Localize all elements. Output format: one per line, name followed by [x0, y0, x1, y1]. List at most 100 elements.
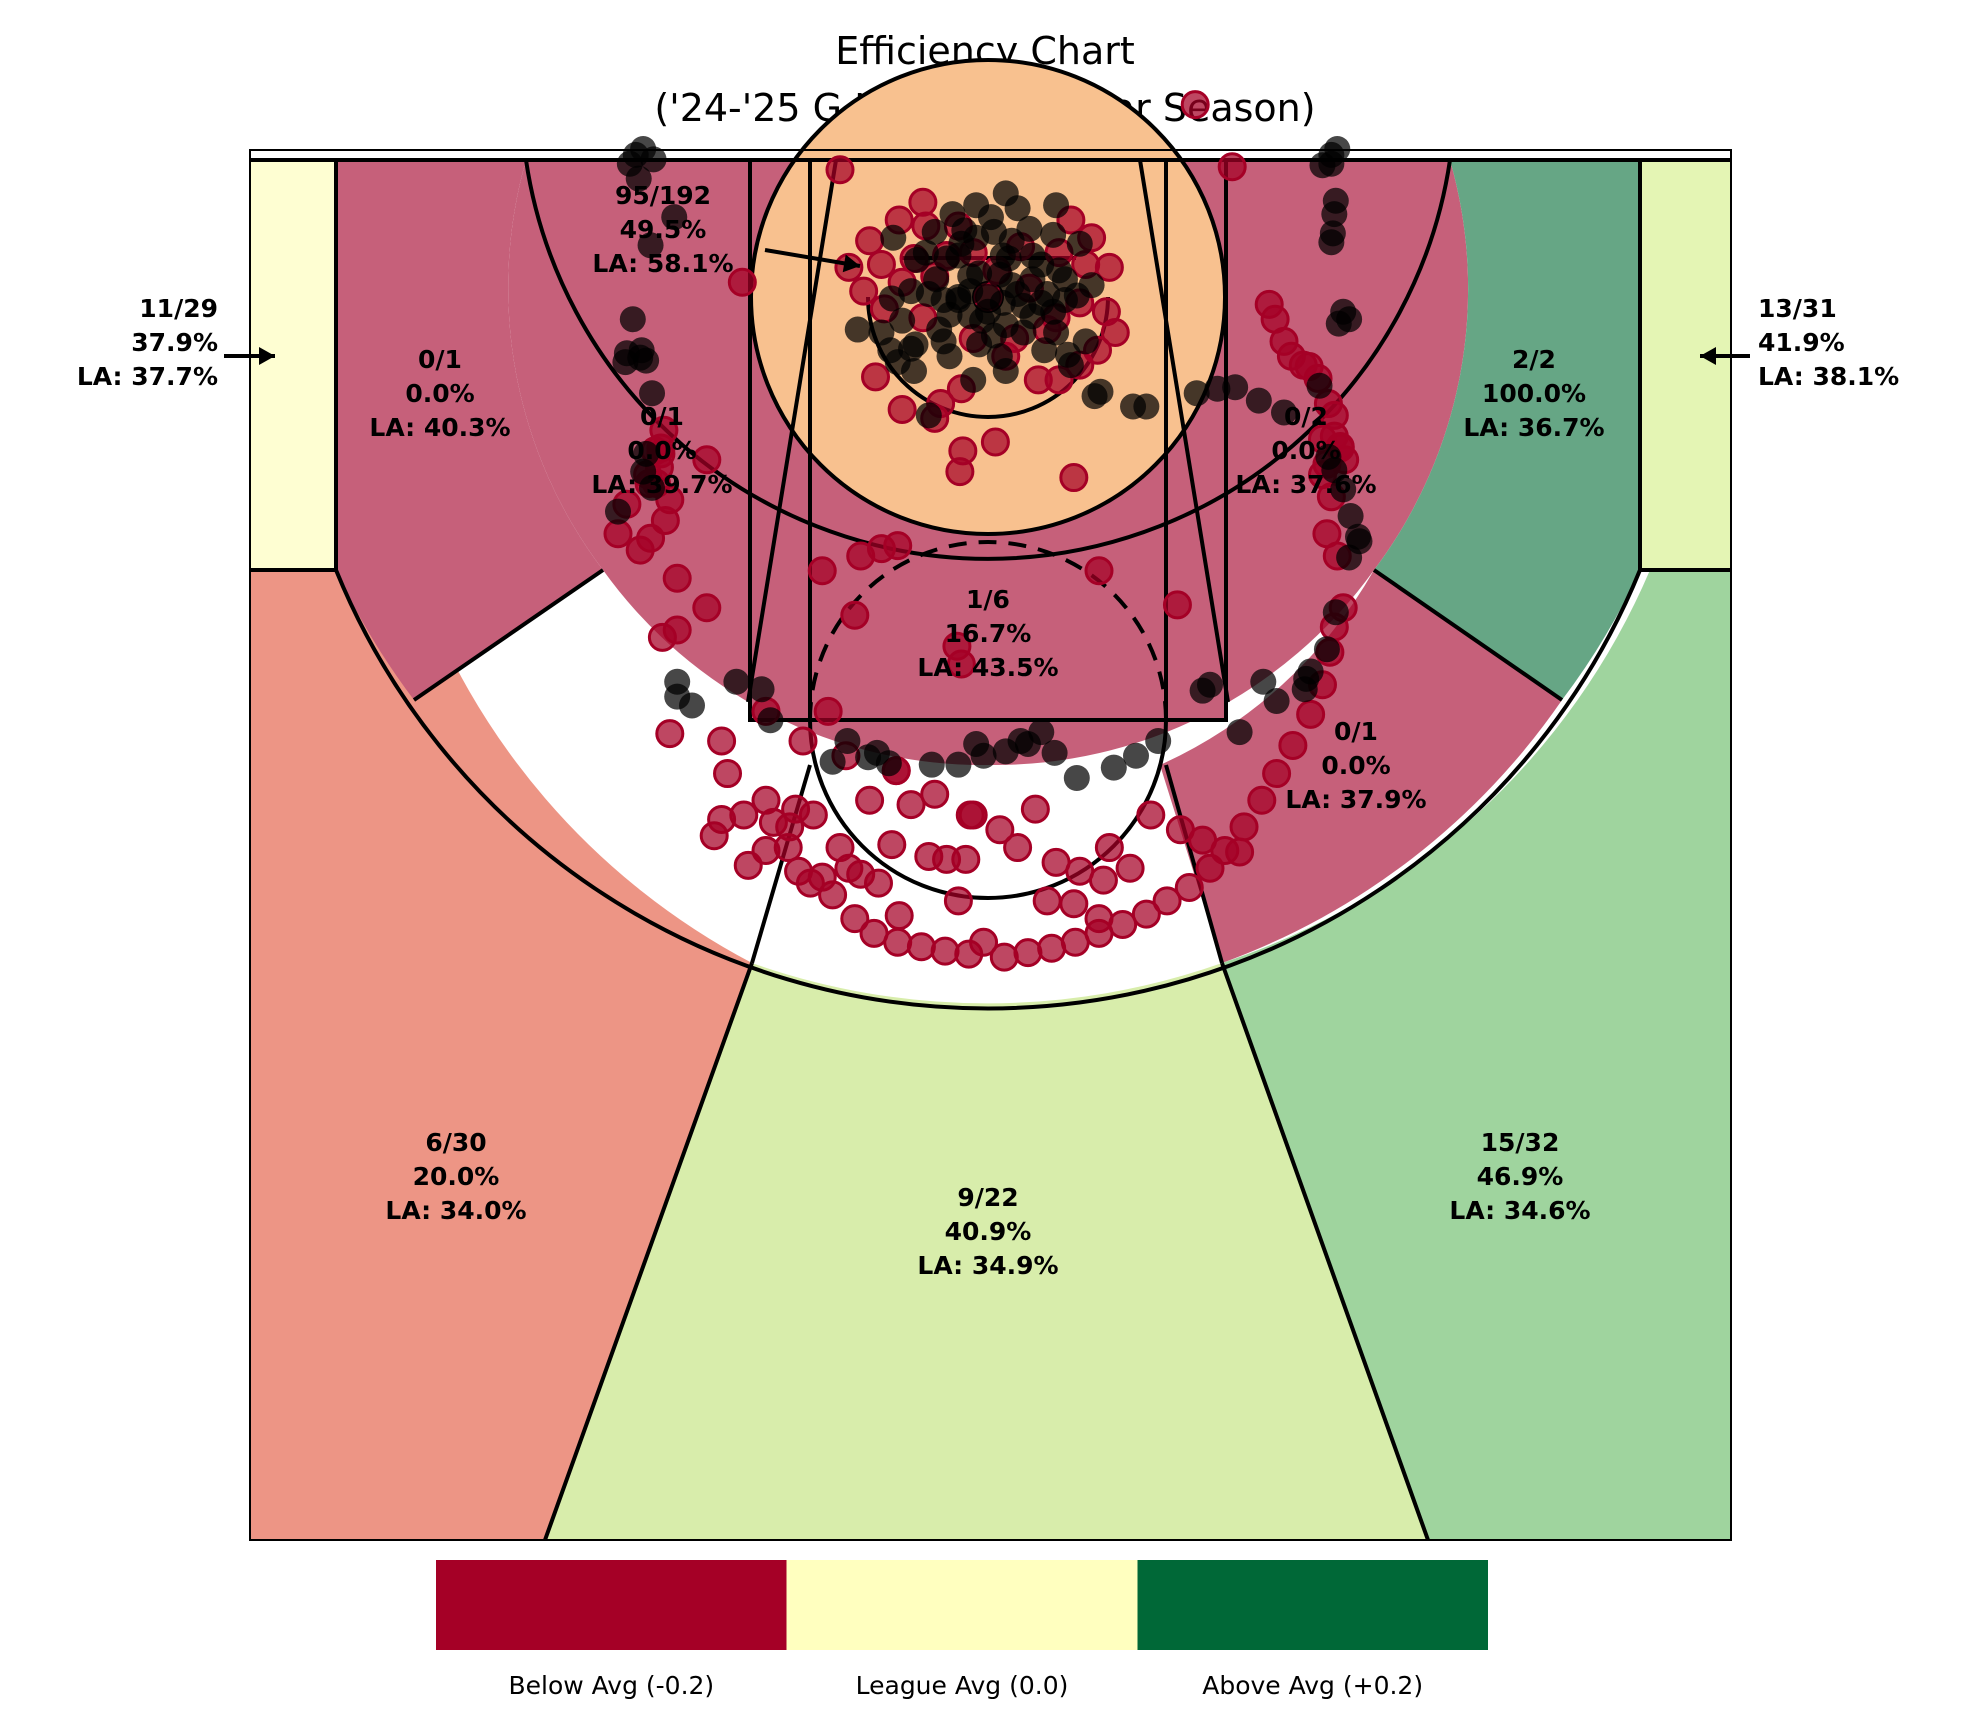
court-lines [249, 58, 1732, 1541]
shot-made [1040, 221, 1067, 248]
shot-missed [887, 394, 917, 424]
shot-made [930, 328, 957, 355]
zone-label-top-3: 9/22 [957, 1183, 1018, 1212]
shot-made [966, 260, 993, 287]
shot-made [1072, 328, 1099, 355]
shot-made [992, 180, 1019, 207]
zone-left-corner-3 [250, 160, 336, 570]
legend-label: League Avg (0.0) [856, 1671, 1069, 1700]
zone-label-mid-right-center: LA: 37.6% [1235, 470, 1376, 499]
shot-missed [1247, 785, 1277, 815]
shot-made [723, 668, 750, 695]
shot-made [1046, 257, 1073, 284]
shot-made [1322, 599, 1349, 626]
shot-made [889, 307, 916, 334]
shot-missed [1060, 927, 1090, 957]
shot-made [1120, 393, 1147, 420]
shot-missed [859, 918, 889, 948]
shot-missed [1065, 856, 1095, 886]
shot-missed [1152, 886, 1182, 916]
shot-missed [1037, 933, 1067, 963]
shot-made [995, 245, 1022, 272]
shot-missed [1312, 519, 1342, 549]
shot-missed [920, 779, 950, 809]
shot-made [1087, 378, 1114, 405]
zone-label-top-3: 40.9% [945, 1217, 1032, 1246]
shot-made [1100, 754, 1127, 781]
shot-missed [883, 531, 913, 561]
shot-missed [1296, 699, 1326, 729]
zone-label-right-corner-3: 41.9% [1758, 328, 1845, 357]
shot-made [939, 201, 966, 228]
shot-made [986, 343, 1013, 370]
zone-label-restricted-area: 49.5% [620, 215, 707, 244]
zone-label-left-wing-3: 20.0% [413, 1162, 500, 1191]
shot-made [1297, 658, 1324, 685]
shot-made [918, 751, 945, 778]
court-zones [250, 60, 1731, 1540]
shot-made [605, 498, 631, 525]
shot-missed [1254, 289, 1284, 319]
shot-made [637, 232, 664, 259]
zone-mid-right-wing [1160, 570, 1562, 963]
shot-missed [647, 622, 677, 652]
shot-missed [877, 830, 907, 860]
shot-missed [692, 445, 722, 475]
shot-missed [1091, 297, 1121, 327]
shot-missed [943, 886, 973, 916]
shot-missed [625, 535, 655, 565]
shot-missed [1262, 759, 1292, 789]
shot-missed [798, 800, 828, 830]
shot-made [960, 366, 987, 393]
left-baseline-divider [412, 568, 605, 702]
shot-missed [699, 821, 729, 851]
shot-made [1346, 528, 1373, 555]
shot-made [1204, 375, 1231, 402]
zone-label-mid-right-baseline: LA: 36.7% [1463, 413, 1604, 442]
shot-missed [1225, 837, 1255, 867]
shot-made [748, 676, 775, 703]
shot-missed [1003, 833, 1033, 863]
left-corner-arrow-head [259, 347, 275, 365]
shot-missed [1174, 873, 1204, 903]
shot-made [1250, 668, 1277, 695]
shot-missed [788, 726, 818, 756]
shot-made [639, 380, 666, 407]
shot-made [1271, 399, 1297, 426]
zone-label-mid-right-center: 0/2 [1284, 402, 1328, 431]
shot-missed [930, 936, 960, 966]
shot-made [1315, 443, 1342, 470]
zone-label-mid-right-baseline: 2/2 [1512, 345, 1556, 374]
mid-range-arc [524, 159, 1452, 561]
shot-made [915, 402, 942, 429]
shot-missed [908, 187, 938, 217]
right-wing-divider-mid [1164, 764, 1224, 964]
shot-missed [855, 785, 885, 815]
shot-missed [727, 267, 757, 297]
shot-missed [866, 249, 896, 279]
zone-mid-right-baseline [1374, 160, 1640, 700]
zone-mid-left-baseline [336, 160, 603, 700]
shot-made [639, 474, 666, 501]
shot-missed [863, 868, 893, 898]
shot-made [1183, 380, 1210, 407]
shot-missed [1180, 90, 1210, 120]
shot-made [912, 239, 939, 266]
zone-label-mid-right-wing: 0.0% [1321, 751, 1390, 780]
zone-label-left-wing-3: LA: 34.0% [385, 1196, 526, 1225]
shot-made [880, 224, 907, 251]
shot-missed [1278, 730, 1308, 760]
shot-made [1043, 192, 1070, 219]
shot-made [661, 204, 688, 231]
zone-label-mid-left-center: 0/1 [640, 402, 684, 431]
shot-made [619, 306, 646, 333]
three-point-arc [334, 569, 1642, 1011]
shot-missed [692, 593, 722, 623]
shot-missed [713, 759, 743, 789]
shot-missed [1094, 833, 1124, 863]
shot-made [1263, 688, 1290, 715]
zone-label-right-wing-3: 46.9% [1477, 1162, 1564, 1191]
shot-made [1057, 352, 1084, 379]
shot-made [945, 751, 972, 778]
shot-missed [1131, 899, 1161, 929]
